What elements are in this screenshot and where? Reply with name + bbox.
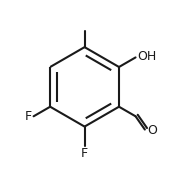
Text: OH: OH	[137, 50, 157, 63]
Text: F: F	[81, 147, 88, 160]
Text: F: F	[25, 110, 32, 123]
Text: O: O	[148, 124, 157, 137]
